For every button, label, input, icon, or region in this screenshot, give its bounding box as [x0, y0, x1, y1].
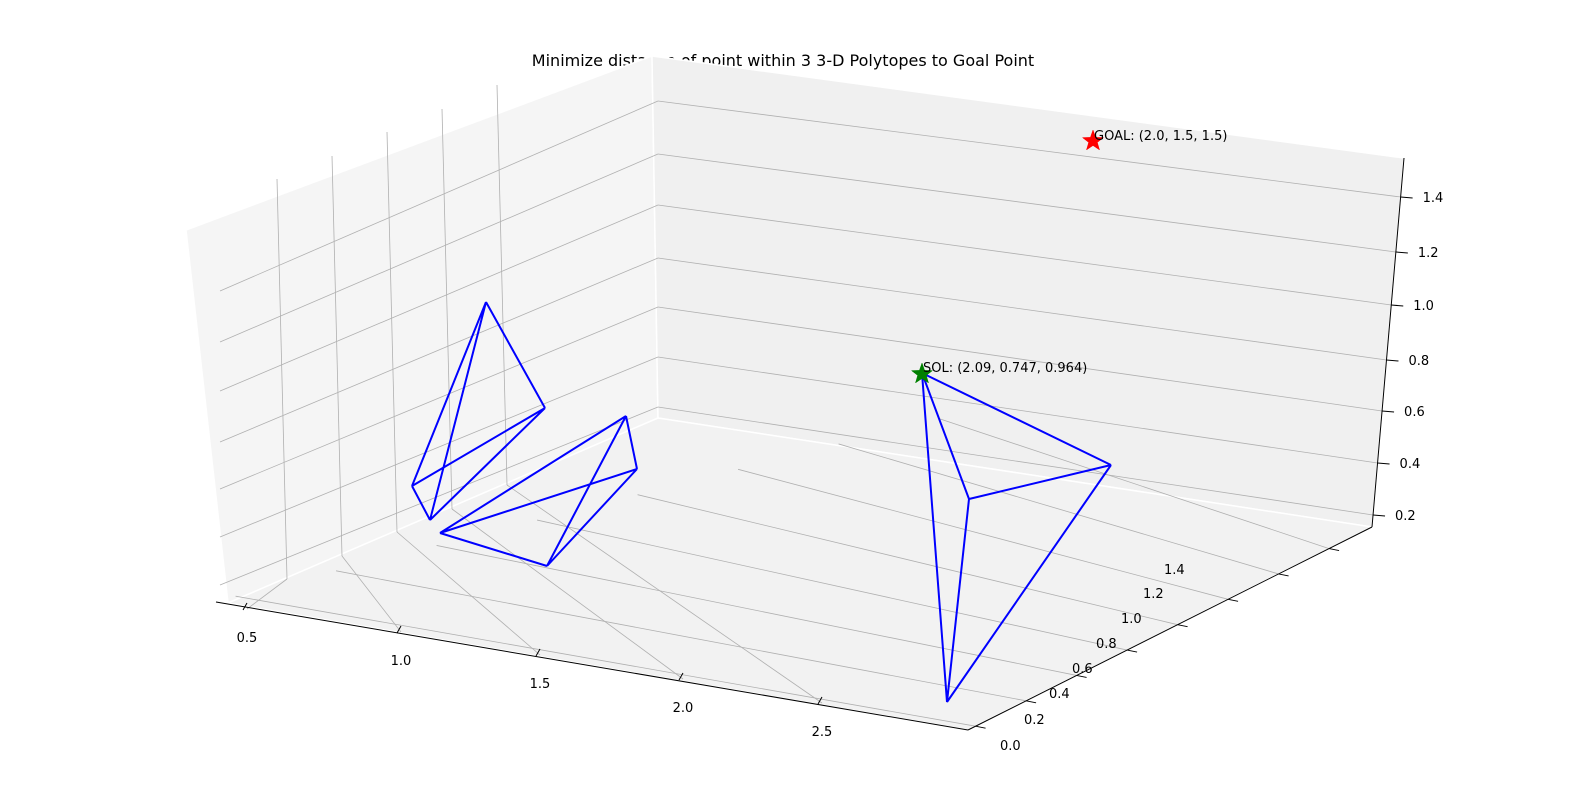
z-grid-left [219, 153, 659, 343]
y-grid-floor [235, 595, 976, 727]
x-grid-wall [331, 155, 343, 557]
x-grid-floor [341, 555, 402, 633]
z-tick [1391, 304, 1404, 307]
z-grid-back [657, 306, 1383, 412]
x-tick-label: 2.0 [673, 701, 694, 716]
axes [215, 157, 1413, 731]
z-grid-left [219, 406, 659, 586]
x-tick [678, 672, 684, 681]
x-grid-floor [506, 484, 823, 704]
x-tick [535, 648, 541, 657]
y-tick-label: 0.0 [1000, 739, 1021, 754]
x-axis-line [215, 601, 969, 731]
z-tick-label: 0.8 [1408, 354, 1429, 369]
y-tick-label: 0.4 [1049, 687, 1070, 702]
z-grid-left [219, 356, 659, 538]
z-grid-left [219, 306, 659, 490]
y-tick [975, 725, 986, 729]
y-grid-floor [336, 570, 1027, 702]
z-tick-label: 0.2 [1395, 509, 1416, 524]
z-grid-back [657, 100, 1401, 198]
x-tick [817, 696, 823, 705]
tick-labels: 0.51.01.52.02.50.00.20.40.60.81.01.21.40… [237, 191, 1444, 754]
x-grid-wall [276, 178, 288, 580]
x-tick [396, 625, 402, 634]
z-grid-back [657, 153, 1396, 253]
polytope-2-edges [439, 415, 638, 567]
z-grid-left [219, 257, 659, 443]
x-tick-label: 1.5 [530, 677, 551, 692]
y-grid-floor [637, 494, 1178, 626]
polytope-3 [921, 372, 1112, 703]
y-grid-floor [536, 519, 1128, 651]
polytope-1-edges [411, 301, 546, 521]
z-axis-line [1371, 157, 1405, 528]
z-tick-label: 1.2 [1418, 246, 1439, 261]
y-grid-floor [436, 545, 1077, 676]
z-grid-back [657, 356, 1378, 464]
z-grid-back [657, 406, 1374, 516]
polytope-3-edges [921, 372, 1112, 703]
polytopes [411, 301, 1112, 703]
x-tick-label: 2.5 [812, 725, 833, 740]
x-grid-floor [396, 531, 541, 656]
z-grid-back [657, 204, 1392, 306]
z-grid-left [219, 100, 659, 292]
y-grid-floor [737, 468, 1229, 600]
z-tick [1395, 251, 1408, 254]
goal-star-icon [1081, 129, 1105, 151]
y-tick [1328, 548, 1340, 552]
goal-label: GOAL: (2.0, 1.5, 1.5) [1094, 129, 1227, 144]
z-tick [1377, 462, 1390, 465]
y-tick-label: 0.8 [1096, 637, 1117, 652]
z-tick-label: 1.0 [1413, 299, 1434, 314]
y-grid-floor [838, 443, 1279, 575]
z-grid-back [657, 257, 1387, 361]
polytope-1 [411, 301, 546, 521]
grid-lines [219, 84, 1401, 727]
x-grid-floor [451, 508, 684, 680]
y-tick [1076, 674, 1087, 678]
y-grid-floor [938, 418, 1330, 549]
y-tick [1177, 624, 1188, 628]
y-tick [1126, 649, 1138, 653]
chart-title: Minimize distance of point within 3 3-D … [532, 51, 1034, 70]
polytope-2 [439, 415, 638, 567]
z-tick-label: 0.4 [1400, 457, 1421, 472]
x-grid-floor [246, 578, 288, 610]
z-tick [1372, 514, 1386, 517]
z-tick-label: 1.4 [1423, 191, 1444, 206]
y-tick [1025, 700, 1037, 704]
y-axis-line [967, 526, 1373, 731]
y-tick [1278, 573, 1289, 577]
z-tick [1386, 359, 1399, 362]
solution-star-icon [910, 362, 934, 384]
x-tick [242, 602, 248, 611]
y-tick-label: 1.2 [1143, 587, 1164, 602]
z-tick [1382, 410, 1395, 413]
solution-label: SOL: (2.09, 0.747, 0.964) [923, 361, 1087, 376]
y-tick-label: 0.6 [1072, 662, 1093, 677]
y-tick-label: 0.2 [1024, 713, 1045, 728]
x-tick-label: 1.0 [391, 654, 412, 669]
y-tick [1227, 598, 1239, 602]
z-tick [1400, 196, 1413, 199]
x-grid-wall [496, 84, 508, 486]
z-tick-label: 0.6 [1404, 405, 1425, 420]
y-tick-label: 1.4 [1164, 563, 1185, 578]
x-tick-label: 0.5 [237, 631, 258, 646]
z-grid-left [219, 204, 659, 392]
y-tick-label: 1.0 [1121, 612, 1142, 627]
